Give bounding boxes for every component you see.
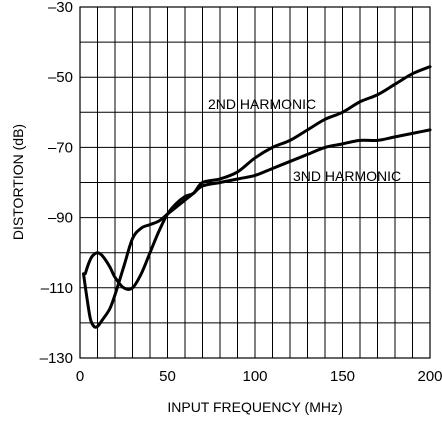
y-tick-label: –110 xyxy=(41,280,73,297)
grid xyxy=(80,7,430,358)
series-line-3nd-harmonic xyxy=(82,128,432,329)
x-tick-label: 100 xyxy=(242,368,267,385)
y-tick-label: –90 xyxy=(48,210,73,227)
x-axis-label: INPUT FREQUENCY (MHz) xyxy=(167,399,342,415)
x-tick-label: 200 xyxy=(417,368,442,385)
series-label-2nd-harmonic: 2ND HARMONIC xyxy=(208,96,316,112)
x-tick-label: 150 xyxy=(330,368,355,385)
x-tick-label: 50 xyxy=(159,368,176,385)
plot-frame xyxy=(79,6,431,359)
series-label-3nd-harmonic: 3ND HARMONIC xyxy=(293,168,401,184)
tick-labels: 0 50 100 150 200 –30 –50 –70 –90 –110 –130 xyxy=(40,0,442,385)
y-tick-label: –30 xyxy=(48,0,73,16)
y-axis-label: DISTORTION (dB) xyxy=(10,124,26,240)
y-tick-label: –130 xyxy=(40,350,73,367)
y-tick-label: –50 xyxy=(48,69,73,86)
series-layer xyxy=(82,65,432,329)
x-tick-label: 0 xyxy=(76,368,84,385)
y-tick-label: –70 xyxy=(48,139,73,156)
